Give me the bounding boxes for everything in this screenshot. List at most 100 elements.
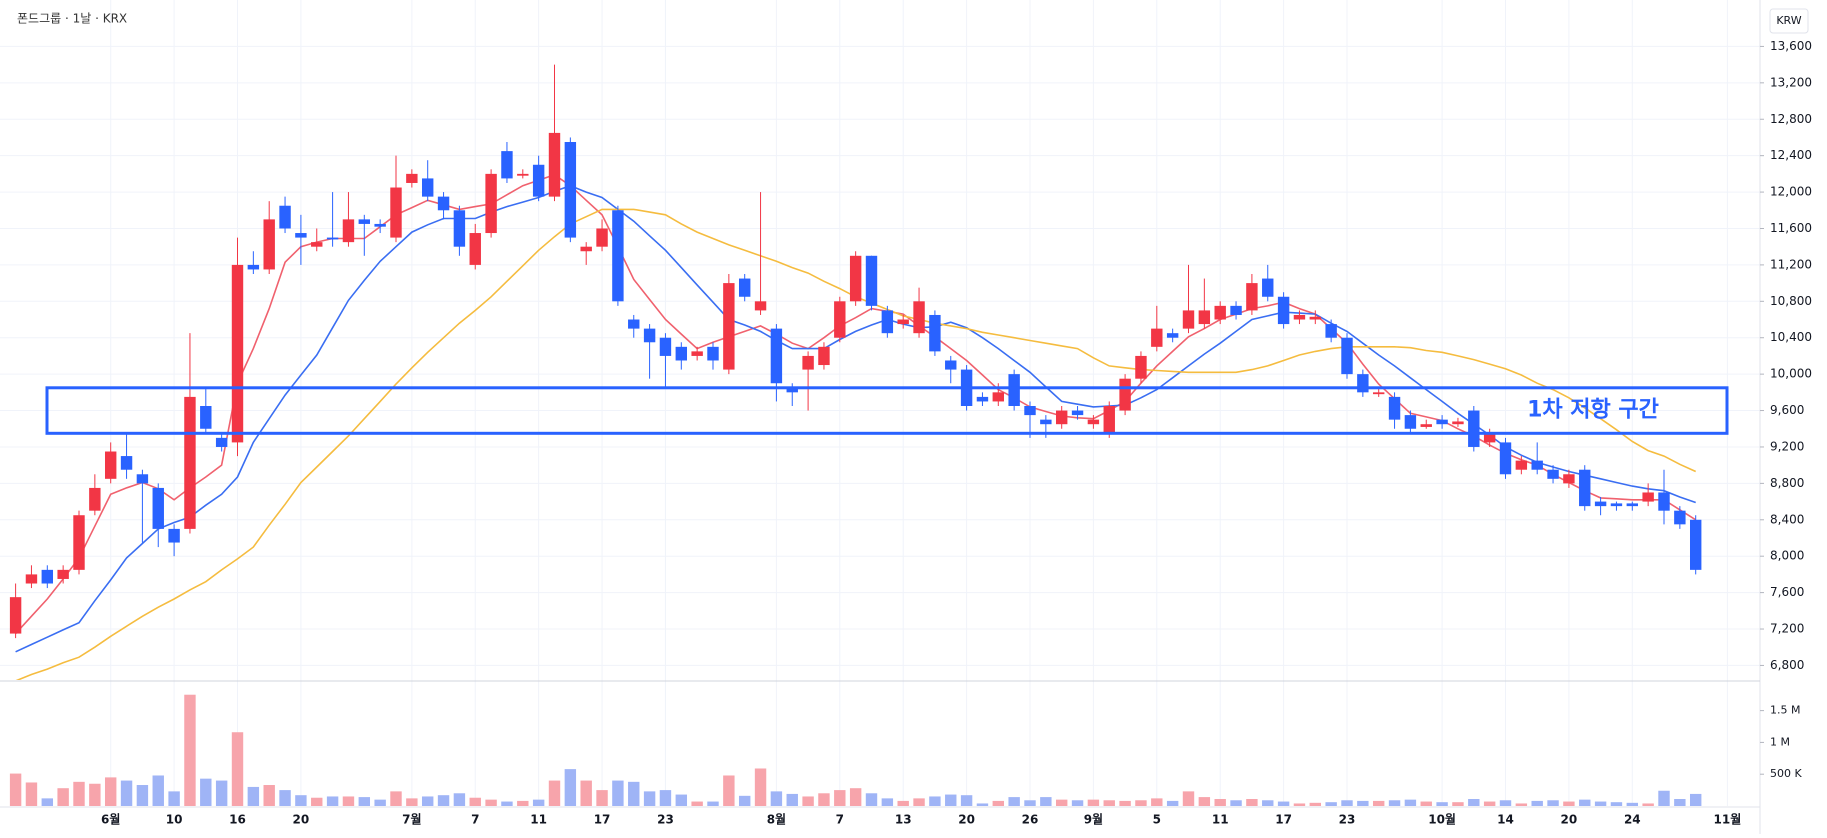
candle-body [374,223,386,227]
candle-body [1246,283,1258,311]
volume-bar [612,780,624,806]
volume-bar [786,793,798,806]
volume-bar [1325,802,1337,806]
candle-body [1277,296,1290,325]
candle-body [818,346,830,366]
volume-bar [1531,800,1543,806]
volume-bar [1040,797,1052,806]
candle-body [1420,424,1432,427]
volume-bar [738,795,751,806]
volume-bar [1262,800,1274,806]
volume-bar [1024,800,1036,806]
candle-body [1594,501,1607,507]
volume-bar [1499,800,1512,806]
y-tick-label: 7,600 [1770,585,1804,599]
candle-body [1024,405,1036,416]
candle-body [532,164,545,197]
volume-bar [1468,799,1480,806]
volume-bar [1151,798,1163,806]
candle-body [707,346,719,361]
candle-body [913,301,925,334]
x-tick-label: 7 [836,813,844,827]
currency-box [1769,8,1809,34]
candle-body [295,233,307,238]
candle-body [1483,433,1496,443]
volume-bar [1372,800,1385,806]
volume-bar [1341,800,1353,806]
candle-body [802,355,814,370]
candle-body [406,173,418,183]
x-tick-label: 6월 [101,812,120,827]
candle-body [1610,503,1623,507]
candle-body [120,456,133,470]
candle-body [469,233,481,265]
candle-body [770,328,783,384]
candle-body [1087,419,1100,425]
volume-bar [1246,799,1258,806]
price-pane: 1차 저항 구간 [9,64,1729,680]
candle-body [1166,333,1179,338]
candle-body [136,474,149,484]
volume-bar [865,793,878,806]
volume-bar [992,800,1005,806]
volume-bar [628,781,640,806]
candle-body [247,264,260,270]
volume-bar [897,800,909,806]
candle-body [1515,460,1528,470]
volume-bar [1674,799,1686,806]
volume-bar [1277,801,1290,806]
candle-body [437,196,450,211]
volume-bar [421,796,434,806]
volume-bar [707,801,719,806]
y-tick-label: 13,200 [1770,75,1812,89]
candle-body [1468,410,1480,447]
candle-body [1626,503,1639,507]
candle-body [1388,396,1401,420]
volume-bar [770,791,783,806]
candle-body [945,360,957,370]
x-tick-label: 7 [471,813,479,827]
candle-body [643,328,656,343]
volume-bar [136,785,149,806]
y-tick-label: 8,000 [1770,549,1804,563]
volume-bar [754,768,767,806]
volume-bar [643,791,656,806]
candle-body [929,314,941,352]
volume-bar [342,796,355,806]
candle-body [1452,421,1464,425]
y-tick-label: 8,400 [1770,512,1804,526]
volume-bar [1658,790,1670,806]
x-tick-label: 8월 [767,812,786,827]
y-tick-label: 7,200 [1770,622,1804,636]
volume-bar [184,694,196,806]
volume-bar [469,797,481,806]
candle-body [675,346,688,361]
x-tick-label: 16 [229,813,246,827]
volume-pane [9,694,1702,806]
grid [0,0,1760,806]
x-tick-label: 5 [1153,813,1161,827]
volume-bar [1388,800,1401,806]
volume-bar [802,796,814,806]
candle-body [41,569,54,584]
candle-body [992,392,1005,402]
moving-average [15,173,1697,635]
volume-bar [168,791,180,806]
candle-body [849,255,862,302]
y-tick-label: 10,800 [1770,294,1812,308]
volume-bar [1103,800,1115,806]
candle-body [390,187,402,238]
currency: KRW [1776,14,1801,27]
candle-body [1214,305,1226,320]
y-tick-label: 13,600 [1770,39,1812,53]
volume-bar [311,797,323,806]
candle-body [279,205,291,229]
candle-body [1563,474,1575,484]
volume-bar [1230,800,1242,806]
volume-bar [1452,802,1464,806]
annotation-text: 1차 저항 구간 [1527,398,1659,423]
volume-bar [89,783,101,806]
volume-bar [1483,801,1496,806]
volume-bar [1008,797,1020,806]
candle-body [834,301,846,338]
